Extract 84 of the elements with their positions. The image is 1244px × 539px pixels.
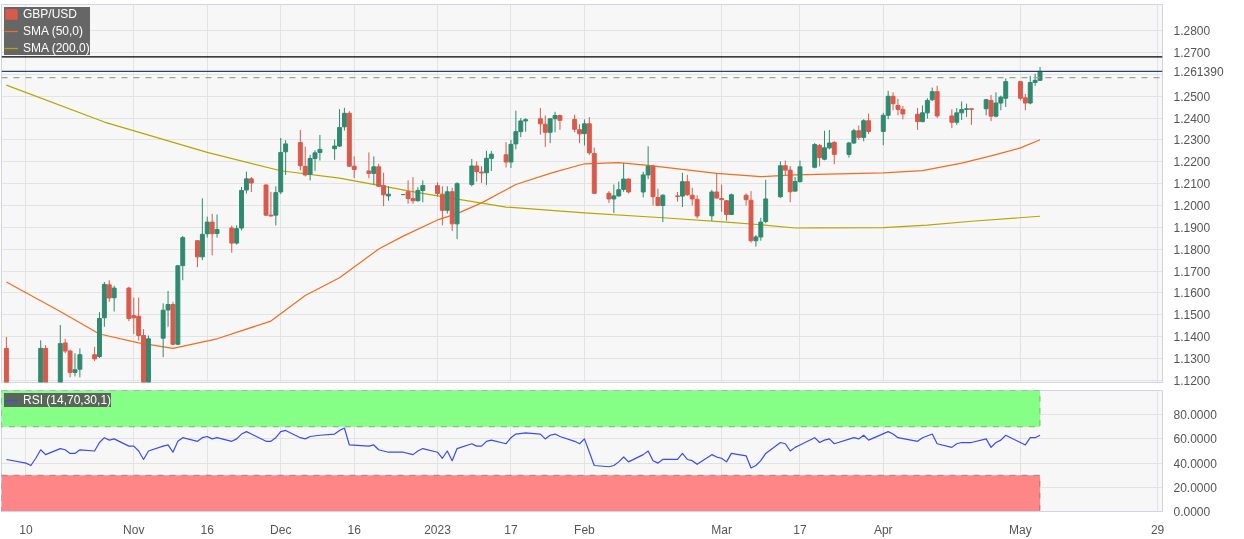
y-tick-label: 1.1500: [1173, 308, 1211, 323]
candlestick: [861, 118, 867, 142]
x-tick-label: 17: [793, 522, 807, 537]
candlestick: [297, 129, 303, 171]
candlestick: [444, 185, 450, 215]
y-tick-label: 1.2000: [1173, 199, 1211, 214]
legend-label: SMA (200,0): [23, 41, 90, 55]
candlestick: [469, 158, 475, 187]
y-tick-label: 20.0000: [1173, 480, 1218, 495]
candlestick: [72, 352, 78, 377]
candlestick: [302, 146, 308, 177]
x-tick-label: Apr: [873, 522, 893, 537]
candlestick: [214, 213, 220, 239]
candlestick: [684, 174, 690, 197]
legend-label: GBP/USD: [23, 7, 78, 21]
y-tick-label: 1.1800: [1173, 242, 1211, 257]
candlestick: [283, 139, 289, 176]
candlestick: [405, 179, 411, 205]
candlestick: [371, 155, 377, 186]
x-tick-label: 16: [347, 522, 362, 537]
x-tick-label: 17: [504, 522, 518, 537]
candlestick: [924, 97, 930, 120]
y-tick-label: 1.2800: [1173, 24, 1211, 39]
y-tick-label: 1.2700: [1173, 46, 1211, 61]
x-tick-label: 29: [1150, 522, 1165, 537]
candlestick: [204, 216, 210, 239]
candlestick: [611, 184, 617, 214]
candlestick: [866, 113, 872, 135]
y-tick-label: 1.2100: [1173, 177, 1211, 192]
candlestick: [199, 197, 205, 261]
y-tick-label: 0.0000: [1173, 505, 1211, 519]
y-tick-label: 1.1700: [1173, 264, 1211, 279]
candlestick: [557, 114, 563, 131]
x-tick-label: 2023: [424, 522, 452, 537]
candlestick: [988, 94, 994, 122]
candlestick: [949, 108, 955, 129]
candlestick: [660, 193, 666, 223]
y-tick-label: 1.1400: [1173, 330, 1211, 345]
candlestick: [552, 111, 558, 133]
y-tick-label: 1.1900: [1173, 220, 1211, 235]
ref-line-label: 1.261390: [1173, 64, 1224, 79]
line-series: [5, 427, 1041, 469]
candlestick: [817, 143, 823, 167]
y-tick-label: 1.2400: [1173, 111, 1211, 126]
candlestick: [439, 185, 445, 226]
candlestick: [474, 160, 480, 182]
candlestick: [787, 165, 793, 203]
candlestick: [709, 189, 715, 222]
y-tick-label: 80.0000: [1173, 408, 1218, 423]
line-series: [5, 139, 1041, 350]
y-tick-label: 1.2300: [1173, 133, 1211, 148]
candlestick: [831, 140, 837, 165]
x-tick-label: Nov: [123, 522, 145, 537]
x-tick-label: 10: [19, 522, 33, 537]
candlestick: [209, 213, 215, 256]
y-tick-label: 1.1600: [1173, 286, 1211, 301]
y-tick-label: 1.2500: [1173, 89, 1211, 104]
candlestick: [106, 279, 112, 303]
candlestick: [229, 225, 235, 254]
y-tick-label: 40.0000: [1173, 456, 1218, 471]
candlestick: [194, 239, 200, 268]
candlestick: [694, 194, 700, 219]
y-tick-label: 1.2200: [1173, 155, 1211, 170]
candlestick: [503, 141, 509, 168]
candlestick: [812, 142, 818, 169]
x-tick-label: 16: [200, 522, 215, 537]
candlestick: [366, 151, 372, 179]
y-tick-label: 1.1300: [1173, 351, 1211, 366]
candlestick: [488, 150, 494, 172]
candlestick: [111, 285, 117, 312]
legend-label: RSI (14,70,30,1): [23, 393, 112, 407]
candlestick: [993, 91, 999, 118]
candlestick: [537, 107, 543, 136]
x-tick-label: Dec: [270, 522, 292, 537]
candlestick: [915, 107, 921, 131]
y-tick-label: 1.1200: [1173, 373, 1211, 388]
x-tick-label: Feb: [574, 522, 596, 537]
candlestick: [724, 199, 729, 222]
legend-label: SMA (50,0): [23, 24, 84, 38]
candlestick: [542, 115, 548, 148]
x-tick-label: Mar: [711, 522, 732, 537]
candlestick: [714, 172, 720, 200]
y-tick-label: 60.0000: [1173, 432, 1218, 447]
x-tick-label: May: [1009, 522, 1032, 537]
